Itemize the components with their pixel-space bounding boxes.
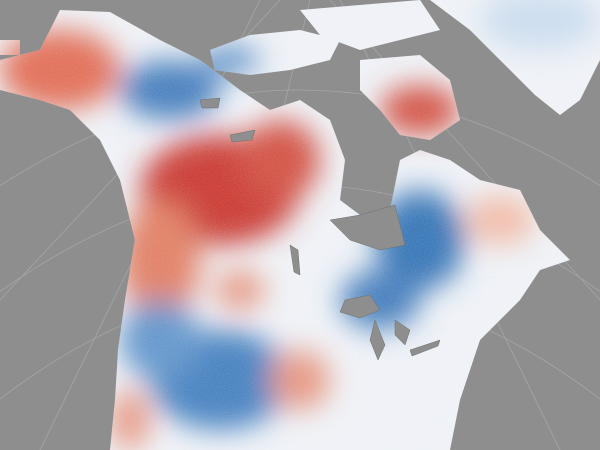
- hudson-bay: [329, 204, 406, 251]
- great-bear-lake: [199, 97, 221, 109]
- lake-winnipeg: [289, 244, 301, 276]
- lakes: [199, 97, 441, 361]
- lake-superior: [339, 294, 381, 319]
- lake-huron: [394, 319, 411, 346]
- great-slave-lake: [229, 129, 256, 143]
- lake-michigan: [369, 319, 386, 361]
- lake-erie: [409, 339, 441, 357]
